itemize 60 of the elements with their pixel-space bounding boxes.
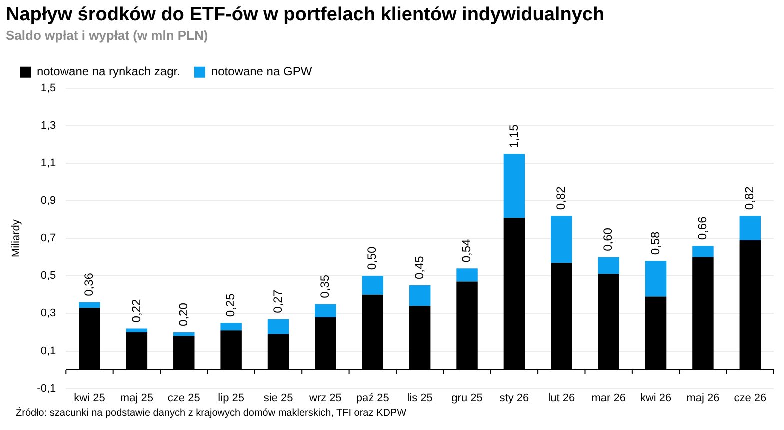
total-label: 0,20 <box>176 302 190 326</box>
bar <box>174 332 195 336</box>
y-axis-title: Miliardy <box>10 219 23 258</box>
y-tick-label: 0,3 <box>40 308 56 320</box>
y-tick-label: 0,7 <box>40 232 56 245</box>
x-tick-label: lut 26 <box>548 392 576 404</box>
bar <box>268 319 290 334</box>
y-tick-label: 0,9 <box>40 195 56 208</box>
bar <box>740 216 762 240</box>
total-label: 0,36 <box>82 272 96 296</box>
total-label: 0,25 <box>224 293 238 318</box>
y-tick-label: 1,5 <box>40 82 56 94</box>
total-label: 0,58 <box>648 231 662 256</box>
x-tick-label: wrz 25 <box>308 392 342 404</box>
total-label: 0,27 <box>270 290 285 314</box>
total-label: 0,60 <box>601 228 616 252</box>
x-tick-label: maj 26 <box>686 392 720 404</box>
bar <box>315 304 336 318</box>
total-label: 0,82 <box>554 186 568 210</box>
x-tick-label: cze 26 <box>734 392 767 404</box>
bar <box>645 261 667 297</box>
total-label: 0,50 <box>365 246 380 270</box>
bar <box>220 323 242 331</box>
x-tick-label: maj 25 <box>120 392 154 404</box>
x-tick-label: kwi 26 <box>640 392 672 404</box>
total-label: 0,45 <box>412 256 426 280</box>
x-tick-label: gru 25 <box>452 392 483 404</box>
text: Źródło: szacunki na podstawie danych z krajowych domów maklerskich, TFI oraz KDPW <box>15 408 408 421</box>
bar <box>598 257 620 274</box>
y-tick-label: 0,5 <box>40 270 56 282</box>
x-tick-label: kwi 25 <box>74 392 106 404</box>
legend-label: notowane na rynkach zagr. <box>37 64 180 79</box>
bar <box>362 276 384 295</box>
x-tick-label: lis 25 <box>407 392 433 404</box>
total-label: 0,22 <box>129 299 144 323</box>
x-tick-label: sty 26 <box>500 392 530 404</box>
x-tick-label: mar 26 <box>592 392 626 404</box>
total-label: 0,82 <box>742 186 757 210</box>
bar <box>409 286 431 306</box>
bar <box>126 328 148 332</box>
bar <box>692 246 714 258</box>
x-tick-label: paź 25 <box>356 392 390 404</box>
chart-subtitle: Saldo wpłat i wypłat (w mln PLN) <box>6 28 208 44</box>
chart-title: Napływ środków do ETF-ów w portfelach klientów indywidualnych <box>6 4 605 26</box>
x-tick-label: sie 25 <box>264 392 294 404</box>
y-tick-label: -0,1 <box>37 382 56 395</box>
total-label: 0,35 <box>318 274 332 298</box>
y-tick-label: 1,3 <box>40 120 56 132</box>
x-tick-label: cze 25 <box>168 392 200 404</box>
total-label: 0,66 <box>696 216 710 240</box>
bar <box>456 268 478 282</box>
x-tick-label: lip 25 <box>218 392 244 404</box>
y-tick-label: 0,1 <box>40 345 56 358</box>
y-tick-label: 1,1 <box>40 158 56 170</box>
legend-label: notowane na GPW <box>211 64 313 79</box>
bar <box>551 216 572 264</box>
bar <box>504 154 526 218</box>
bar <box>79 302 100 308</box>
total-label: 0,54 <box>460 238 474 263</box>
total-label: 1,15 <box>506 124 521 148</box>
